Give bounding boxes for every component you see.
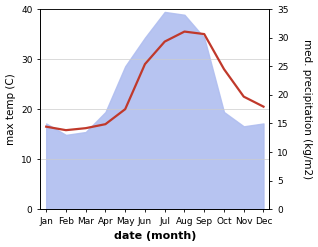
X-axis label: date (month): date (month) [114, 231, 196, 242]
Y-axis label: med. precipitation (kg/m2): med. precipitation (kg/m2) [302, 39, 313, 179]
Y-axis label: max temp (C): max temp (C) [5, 73, 16, 145]
